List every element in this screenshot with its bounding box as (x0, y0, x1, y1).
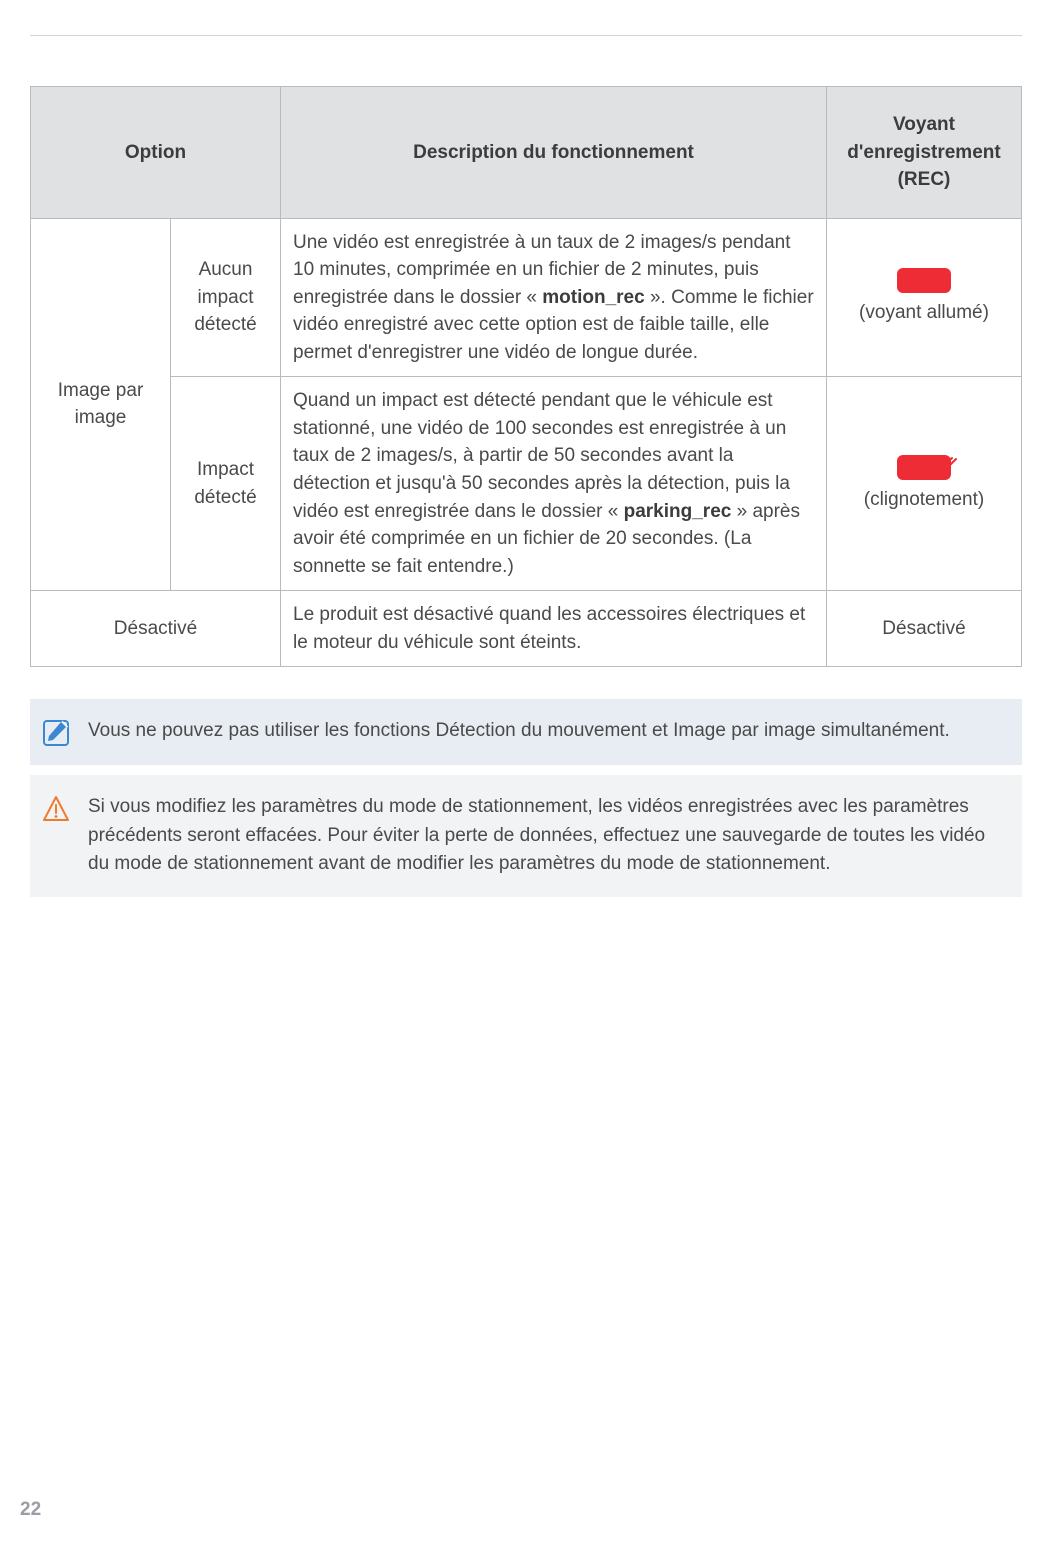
description-text-bold: motion_rec (542, 287, 644, 308)
option-sub-cell: Impact détecté (171, 377, 281, 591)
led-cell: (voyant allumé) (827, 218, 1022, 377)
option-main-cell: Désactivé (31, 591, 281, 667)
led-label: (clignotement) (864, 486, 984, 514)
led-glow-lines-icon (939, 447, 959, 467)
description-cell: Quand un impact est détecté pendant que … (281, 377, 827, 591)
description-cell: Une vidéo est enregistrée à un taux de 2… (281, 218, 827, 377)
led-indicator-solid: (voyant allumé) (839, 268, 1009, 327)
note-warning-text: Si vous modifiez les paramètres du mode … (88, 793, 998, 879)
table-row: Désactivé Le produit est désactivé quand… (31, 591, 1022, 667)
note-info-box: Vous ne pouvez pas utiliser les fonction… (30, 699, 1022, 765)
table-row: Image par image Aucun impact détecté Une… (31, 218, 1022, 377)
description-text-bold: parking_rec (624, 501, 732, 522)
table-row: Impact détecté Quand un impact est détec… (31, 377, 1022, 591)
note-info-text: Vous ne pouvez pas utiliser les fonction… (88, 717, 950, 746)
header-led: Voyant d'enregistrement (REC) (827, 87, 1022, 219)
header-option: Option (31, 87, 281, 219)
note-warning-box: Si vous modifiez les paramètres du mode … (30, 775, 1022, 897)
header-description: Description du fonctionnement (281, 87, 827, 219)
led-icon (897, 455, 951, 480)
page-header-rule (30, 35, 1022, 36)
led-cell: Désactivé (827, 591, 1022, 667)
options-table: Option Description du fonctionnement Voy… (30, 86, 1022, 667)
led-indicator-blinking: (clignotement) (839, 455, 1009, 514)
table-header-row: Option Description du fonctionnement Voy… (31, 87, 1022, 219)
option-sub-cell: Aucun impact détecté (171, 218, 281, 377)
led-label: Désactivé (839, 615, 1009, 643)
description-cell: Le produit est désactivé quand les acces… (281, 591, 827, 667)
note-warning-icon (42, 795, 70, 823)
description-text-pre: Le produit est désactivé quand les acces… (293, 604, 805, 653)
page-number: 22 (20, 1499, 41, 1521)
note-pencil-icon (42, 719, 70, 747)
option-main-cell: Image par image (31, 218, 171, 591)
led-label: (voyant allumé) (859, 299, 989, 327)
led-icon (897, 268, 951, 293)
led-cell: (clignotement) (827, 377, 1022, 591)
